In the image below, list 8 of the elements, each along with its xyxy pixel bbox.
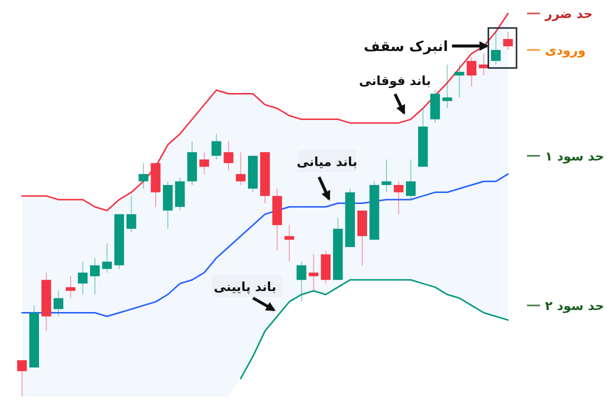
ref-line-label: حد سود ۲ (545, 298, 604, 314)
ref-line-label: حد ضرر (544, 6, 593, 22)
ref-line-label: ورودی (545, 42, 586, 58)
ref-line-label: حد سود ۱ (545, 148, 604, 164)
annotation: انبرک سقف (364, 39, 448, 55)
annotation: باند پایینی (214, 279, 276, 295)
annotation: باند میانی (296, 154, 358, 169)
annotation: باند فوقانی (359, 73, 431, 89)
